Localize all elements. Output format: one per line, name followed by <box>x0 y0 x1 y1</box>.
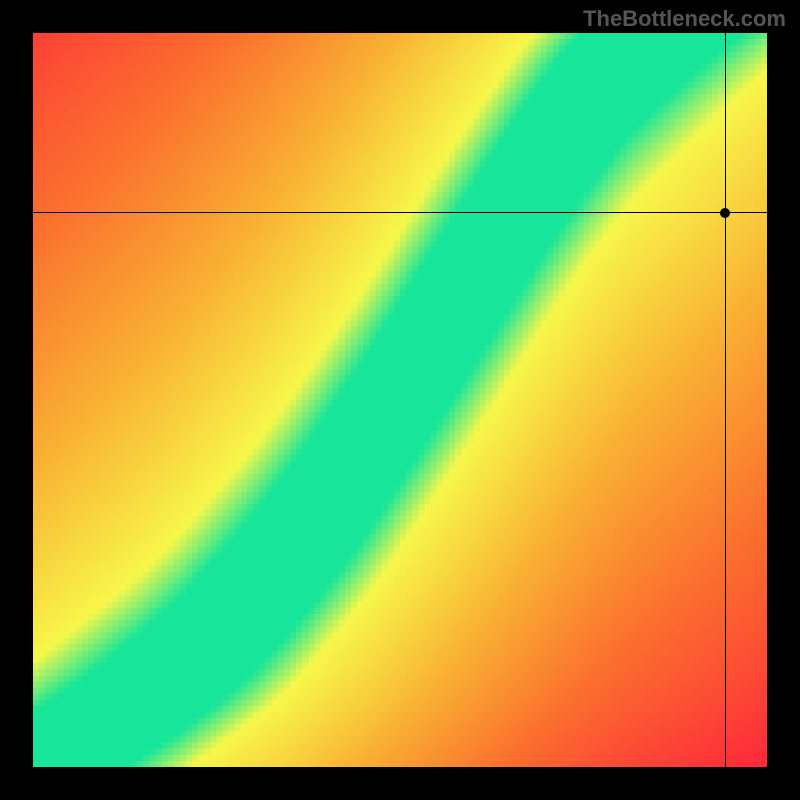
watermark-text: TheBottleneck.com <box>583 6 786 32</box>
root: TheBottleneck.com <box>0 0 800 800</box>
crosshair-vertical <box>725 33 726 767</box>
crosshair-marker <box>720 208 730 218</box>
heatmap-plot <box>33 33 767 767</box>
heatmap-canvas <box>33 33 767 767</box>
crosshair-horizontal <box>33 212 767 213</box>
